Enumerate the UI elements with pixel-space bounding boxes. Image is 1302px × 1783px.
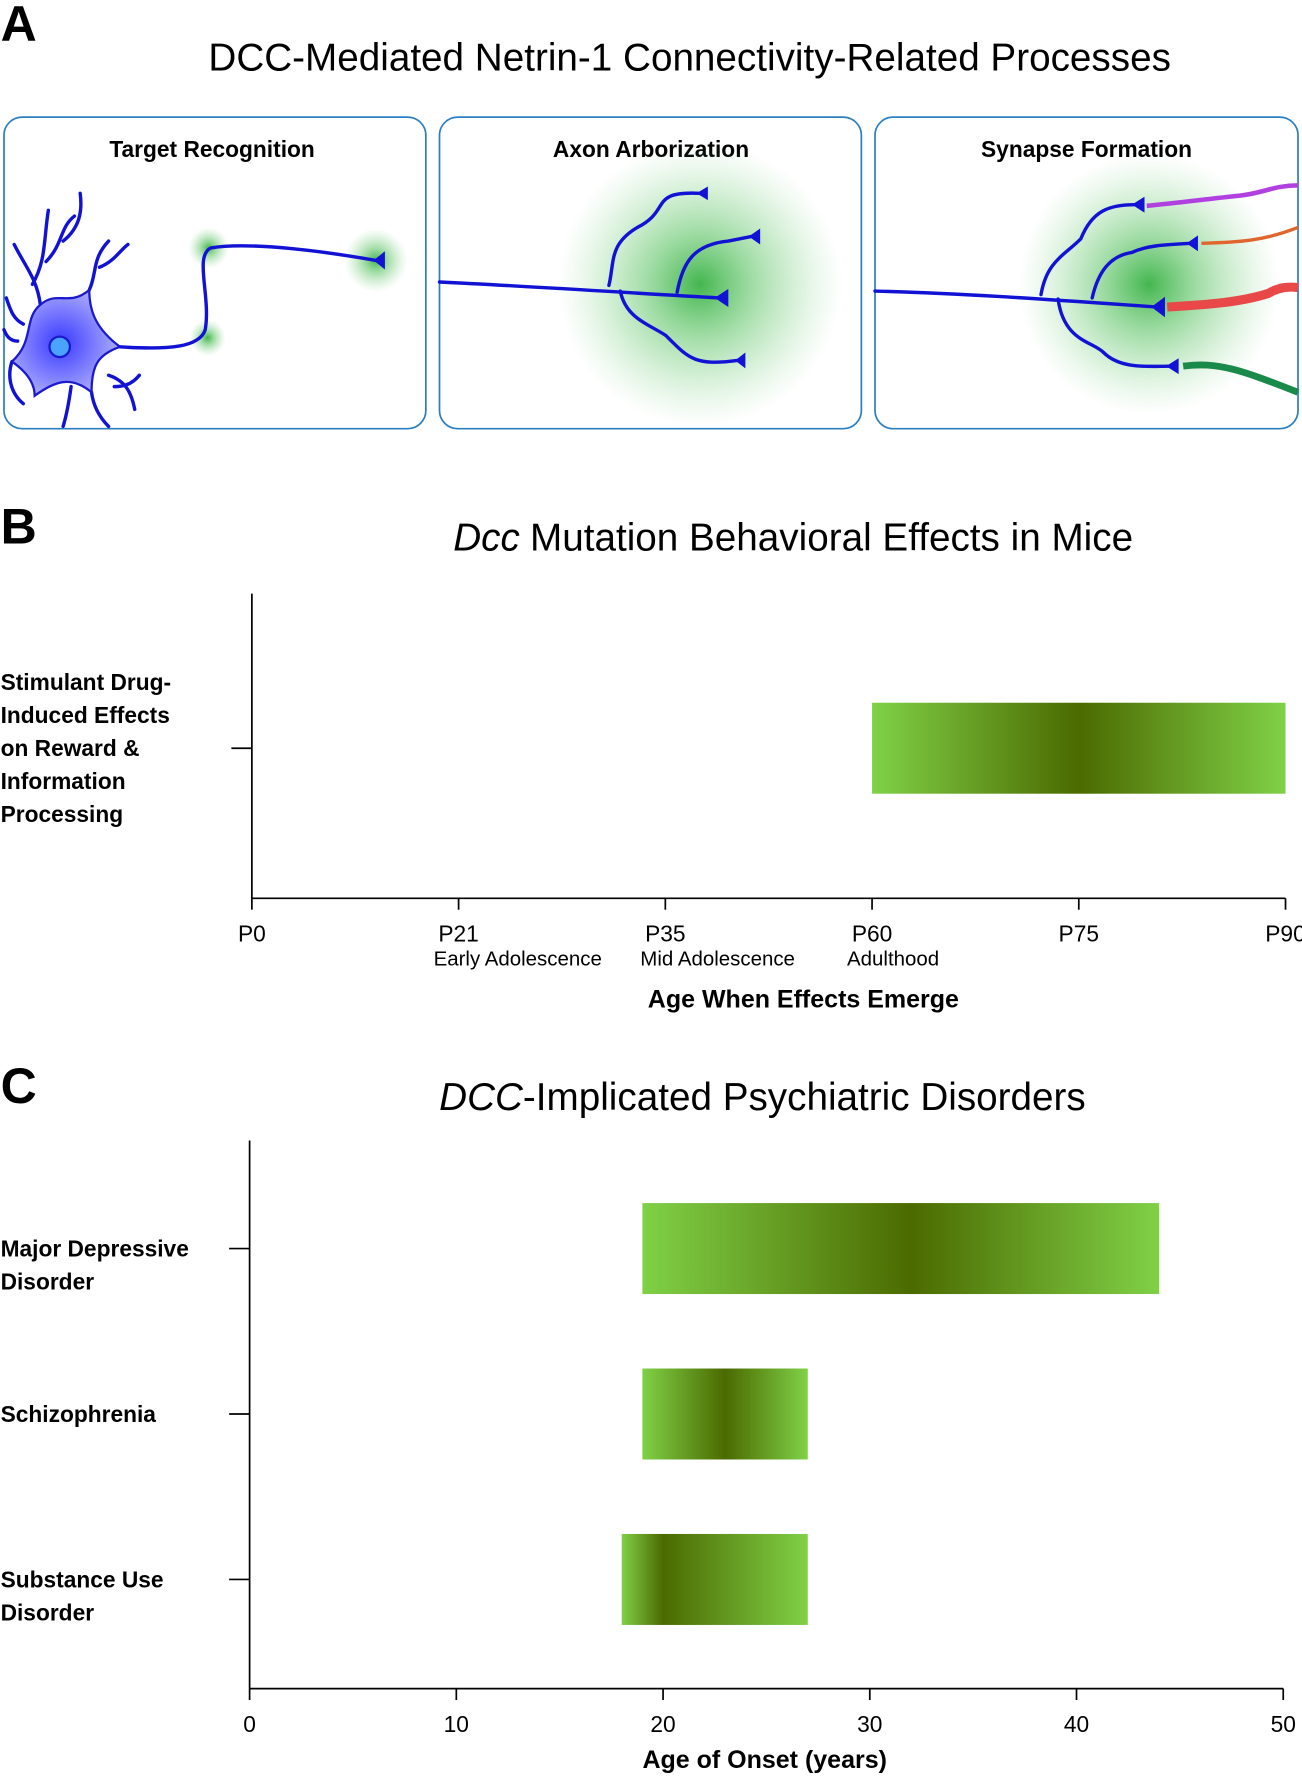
range-bar bbox=[642, 1203, 1160, 1295]
range-bar bbox=[621, 1533, 808, 1625]
category-label: Schizophrenia bbox=[1, 1401, 157, 1427]
axon bbox=[873, 289, 1159, 309]
x-tick-label: P0 bbox=[238, 921, 266, 947]
dendrite bbox=[2, 191, 142, 429]
chart-title: DCC-Implicated Psychiatric Disorders bbox=[439, 1076, 1086, 1119]
panel-letter: A bbox=[1, 0, 37, 52]
category-label-line: Induced Effects bbox=[1, 702, 170, 728]
x-tick-label: 40 bbox=[1064, 1711, 1089, 1737]
category-label-line: Stimulant Drug- bbox=[1, 669, 172, 695]
box-title: Target Recognition bbox=[109, 136, 314, 162]
growth-cone bbox=[373, 251, 385, 270]
axon bbox=[118, 244, 378, 350]
x-tick-sublabel: Early Adolescence bbox=[434, 947, 602, 970]
category-label-line: Disorder bbox=[1, 1268, 95, 1294]
x-tick-label: P60 bbox=[852, 921, 892, 947]
category-label: Substance Use Disorder bbox=[1, 1566, 164, 1625]
postsynaptic-neuron bbox=[1201, 225, 1299, 246]
postsynaptic-neuron bbox=[1182, 361, 1300, 396]
netrin-glow bbox=[189, 319, 226, 356]
chart-title-italic: Dcc bbox=[453, 516, 520, 559]
chart-title-italic: DCC bbox=[439, 1076, 524, 1119]
netrin-glow bbox=[557, 142, 843, 427]
panel-title: DCC-Mediated Netrin-1 Connectivity-Relat… bbox=[208, 37, 1170, 80]
category-label-line: Major Depressive bbox=[1, 1236, 189, 1262]
x-tick-sublabel: Adulthood bbox=[847, 947, 939, 970]
x-tick-label: P35 bbox=[645, 921, 685, 947]
category-label-line: Substance Use bbox=[1, 1566, 164, 1592]
x-tick-sublabel: Mid Adolescence bbox=[640, 947, 795, 970]
x-tick-label: 0 bbox=[243, 1711, 256, 1737]
x-tick-label: 10 bbox=[444, 1711, 469, 1737]
category-label-line: on Reward & bbox=[1, 735, 140, 761]
range-bar bbox=[872, 702, 1286, 794]
x-tick-label: 20 bbox=[650, 1711, 675, 1737]
axon-branch bbox=[1039, 202, 1192, 369]
x-axis-title: Age When Effects Emerge bbox=[648, 985, 959, 1013]
chart-title-text: -Implicated Psychiatric Disorders bbox=[523, 1076, 1086, 1119]
netrin-glow bbox=[1018, 153, 1280, 416]
range-bar bbox=[642, 1368, 808, 1460]
x-tick-label: P21 bbox=[438, 921, 478, 947]
x-tick-label: P75 bbox=[1059, 921, 1099, 947]
category-label: Major Depressive Disorder bbox=[1, 1236, 189, 1295]
postsynaptic-neuron bbox=[1166, 282, 1299, 312]
panel-letter: B bbox=[1, 499, 37, 555]
chart-title: Dcc Mutation Behavioral Effects in Mice bbox=[453, 516, 1133, 559]
axon-branch bbox=[607, 191, 753, 364]
x-tick-label: P90 bbox=[1265, 921, 1302, 947]
category-label: Stimulant Drug- Induced Effects on Reward … bbox=[1, 669, 172, 827]
axon bbox=[437, 280, 721, 300]
category-label-line: Information bbox=[1, 768, 126, 794]
chart-title-text: Mutation Behavioral Effects in Mice bbox=[530, 516, 1133, 559]
category-label-line: Disorder bbox=[1, 1599, 95, 1625]
x-tick-label: 30 bbox=[857, 1711, 882, 1737]
x-tick-label: 50 bbox=[1271, 1711, 1296, 1737]
category-label-line: Processing bbox=[1, 801, 124, 827]
nucleus bbox=[48, 335, 72, 359]
category-label-line: Schizophrenia bbox=[1, 1401, 157, 1427]
x-axis-title: Age of Onset (years) bbox=[642, 1746, 887, 1774]
postsynaptic-neuron bbox=[1146, 183, 1299, 209]
panel-letter: C bbox=[1, 1058, 37, 1114]
